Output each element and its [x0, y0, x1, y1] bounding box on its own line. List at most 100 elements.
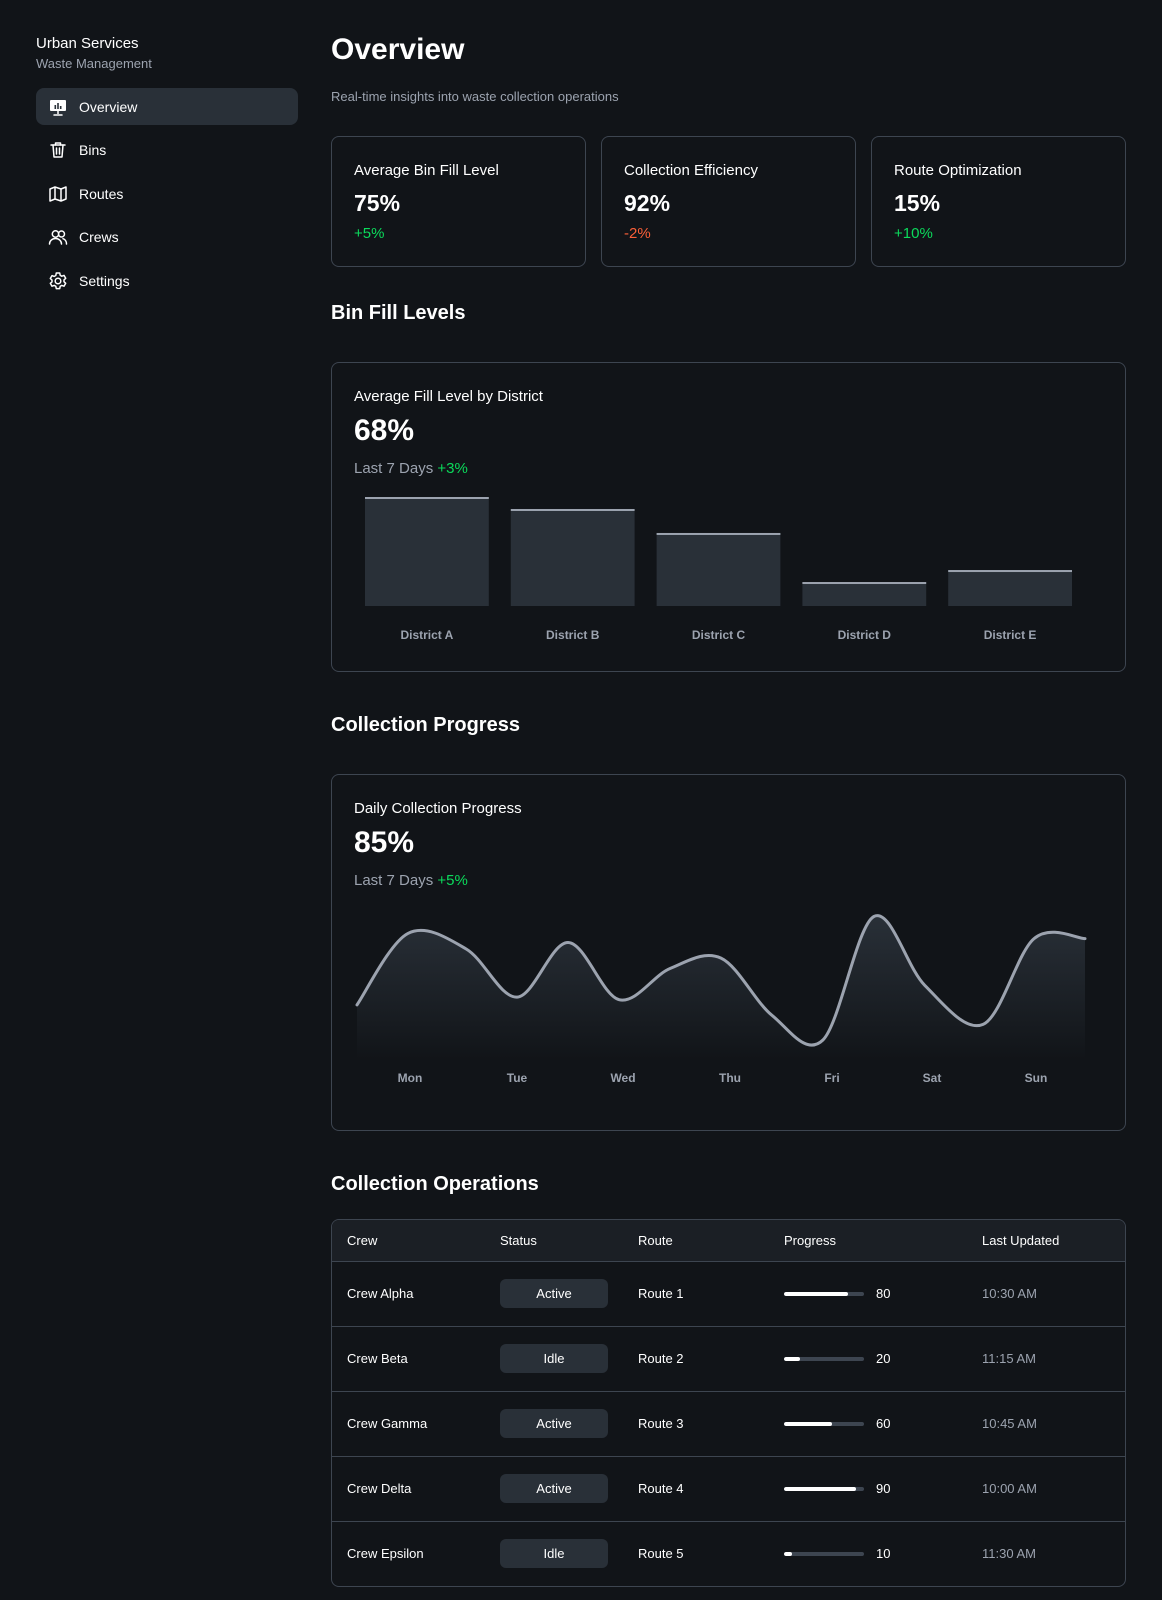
card-value: 85% [354, 826, 415, 859]
route-name: Route 2 [623, 1325, 769, 1391]
kpi-label: Average Bin Fill Level [354, 162, 499, 179]
progress-fill [784, 1486, 856, 1491]
sidebar-item-bins[interactable]: Bins [36, 132, 298, 169]
progress-value: 20 [876, 1351, 891, 1366]
last-updated: 11:30 AM [967, 1520, 1125, 1586]
period-label: Last 7 Days [354, 872, 434, 889]
fill-level-card: District A District B District C District D… [331, 362, 1126, 672]
sidebar-item-label: Settings [79, 272, 130, 289]
table-row[interactable]: Crew Epsilon Idle Route 5 10 11:30 AM [332, 1520, 1125, 1586]
x-tick-label: District D [838, 628, 892, 642]
x-tick-label: Sun [1025, 1071, 1048, 1085]
last-updated: 10:45 AM [967, 1390, 1125, 1456]
bin-fill-section-title: Bin Fill Levels [331, 302, 466, 324]
progress-indicator: 80 [784, 1286, 952, 1301]
progress-fill [784, 1551, 792, 1556]
kpi-delta: +5% [354, 225, 385, 242]
brand-subtitle: Waste Management [36, 56, 152, 71]
sidebar-item-crews[interactable]: Crews [36, 219, 298, 256]
bar-2 [510, 508, 635, 606]
kpi-card-bin-fill: Average Bin Fill Level 75% +5% [331, 136, 586, 267]
x-tick-label: Sat [923, 1071, 942, 1085]
column-header-crew[interactable]: Crew [347, 1232, 378, 1248]
status-badge: Idle [500, 1539, 608, 1569]
status-badge: Active [500, 1409, 608, 1438]
bar-4 [802, 582, 927, 606]
column-header-route[interactable]: Route [638, 1232, 673, 1248]
sidebar-item-routes[interactable]: Routes [36, 175, 298, 212]
area-fill [357, 915, 1085, 1060]
column-header-progress[interactable]: Progress [784, 1232, 837, 1248]
progress-indicator: 20 [784, 1351, 952, 1366]
collection-operations-section-title: Collection Operations [331, 1173, 539, 1195]
card-label: Average Fill Level by District [354, 388, 543, 405]
sidebar-item-label: Routes [79, 185, 124, 202]
presentation-chart-icon [48, 97, 68, 117]
period-delta: +5% [437, 872, 468, 889]
bar-top-edge [948, 570, 1072, 573]
bar-1 [365, 497, 489, 606]
column-header-status[interactable]: Status [500, 1232, 537, 1248]
crew-name: Crew Gamma [332, 1390, 485, 1456]
x-tick-label: District C [692, 628, 746, 642]
card-value: 68% [354, 414, 415, 447]
progress-indicator: 60 [784, 1416, 952, 1431]
progress-value: 10 [876, 1546, 891, 1562]
sidebar-item-overview[interactable]: Overview [36, 88, 298, 125]
crew-name: Crew Delta [332, 1455, 485, 1521]
last-updated: 10:00 AM [967, 1455, 1125, 1521]
progress-track [784, 1356, 864, 1361]
progress-value: 90 [876, 1481, 891, 1496]
table-header-row: Crew Status Route Progress Last Updated [332, 1220, 1125, 1261]
last-updated: 10:30 AM [967, 1260, 1125, 1326]
page-subtitle: Real-time insights into waste collection… [331, 89, 619, 104]
x-tick-label: Thu [719, 1071, 741, 1085]
brand-title: Urban Services [36, 35, 139, 52]
last-updated: 11:15 AM [967, 1325, 1125, 1391]
x-tick-label: Fri [824, 1071, 839, 1085]
sidebar-item-settings[interactable]: Settings [36, 262, 298, 299]
kpi-card-efficiency: Collection Efficiency 92% -2% [601, 136, 856, 267]
collection-progress-card: Mon Tue Wed Thu Fri Sat Sun Daily Collection P… [331, 774, 1126, 1131]
kpi-label: Route Optimization [894, 162, 1022, 179]
kpi-row: Average Bin Fill Level 75% +5% Collectio… [331, 136, 1126, 267]
bar-top-edge [802, 582, 927, 585]
sidebar-nav: Overview Bins Routes Crews Settings [36, 88, 298, 299]
card-period: Last 7 Days +3% [354, 459, 1103, 479]
kpi-delta: -2% [624, 225, 651, 242]
x-tick-label: District E [984, 628, 1037, 642]
period-delta: +3% [437, 460, 468, 477]
table-row[interactable]: Crew Delta Active Route 4 90 10:00 AM [332, 1455, 1125, 1521]
card-label: Daily Collection Progress [354, 800, 522, 817]
route-name: Route 1 [623, 1260, 769, 1326]
route-name: Route 5 [623, 1520, 769, 1586]
crew-name: Crew Alpha [332, 1260, 485, 1326]
route-name: Route 4 [623, 1455, 769, 1521]
progress-track [784, 1421, 864, 1426]
bar-3 [656, 532, 781, 606]
period-label: Last 7 Days [354, 460, 434, 477]
route-name: Route 3 [623, 1390, 769, 1456]
progress-indicator: 10 [784, 1546, 952, 1561]
progress-value: 80 [876, 1286, 891, 1301]
kpi-card-route-optimization: Route Optimization 15% +10% [871, 136, 1126, 267]
table-row[interactable]: Crew Beta Idle Route 2 20 11:15 AM [332, 1325, 1125, 1391]
progress-track [784, 1486, 864, 1491]
progress-fill [784, 1291, 848, 1296]
x-tick-label: Tue [507, 1071, 528, 1085]
column-header-last-updated[interactable]: Last Updated [982, 1232, 1060, 1248]
sidebar-item-label: Overview [79, 98, 138, 115]
kpi-label: Collection Efficiency [624, 162, 758, 179]
table-row[interactable]: Crew Gamma Active Route 3 60 10:45 AM [332, 1390, 1125, 1456]
status-badge: Idle [500, 1344, 608, 1373]
crew-name: Crew Epsilon [332, 1520, 485, 1586]
page-title: Overview [331, 33, 465, 66]
table-row[interactable]: Crew Alpha Active Route 1 80 10:30 AM [332, 1260, 1125, 1326]
series-line [355, 914, 1087, 1047]
x-tick-label: Mon [398, 1071, 423, 1085]
progress-indicator: 90 [784, 1481, 952, 1496]
gear-icon [48, 271, 68, 291]
crew-name: Crew Beta [332, 1325, 485, 1391]
x-tick-label: Wed [610, 1071, 635, 1085]
fill-level-bar-chart: District A District B District C District D… [365, 497, 1072, 642]
